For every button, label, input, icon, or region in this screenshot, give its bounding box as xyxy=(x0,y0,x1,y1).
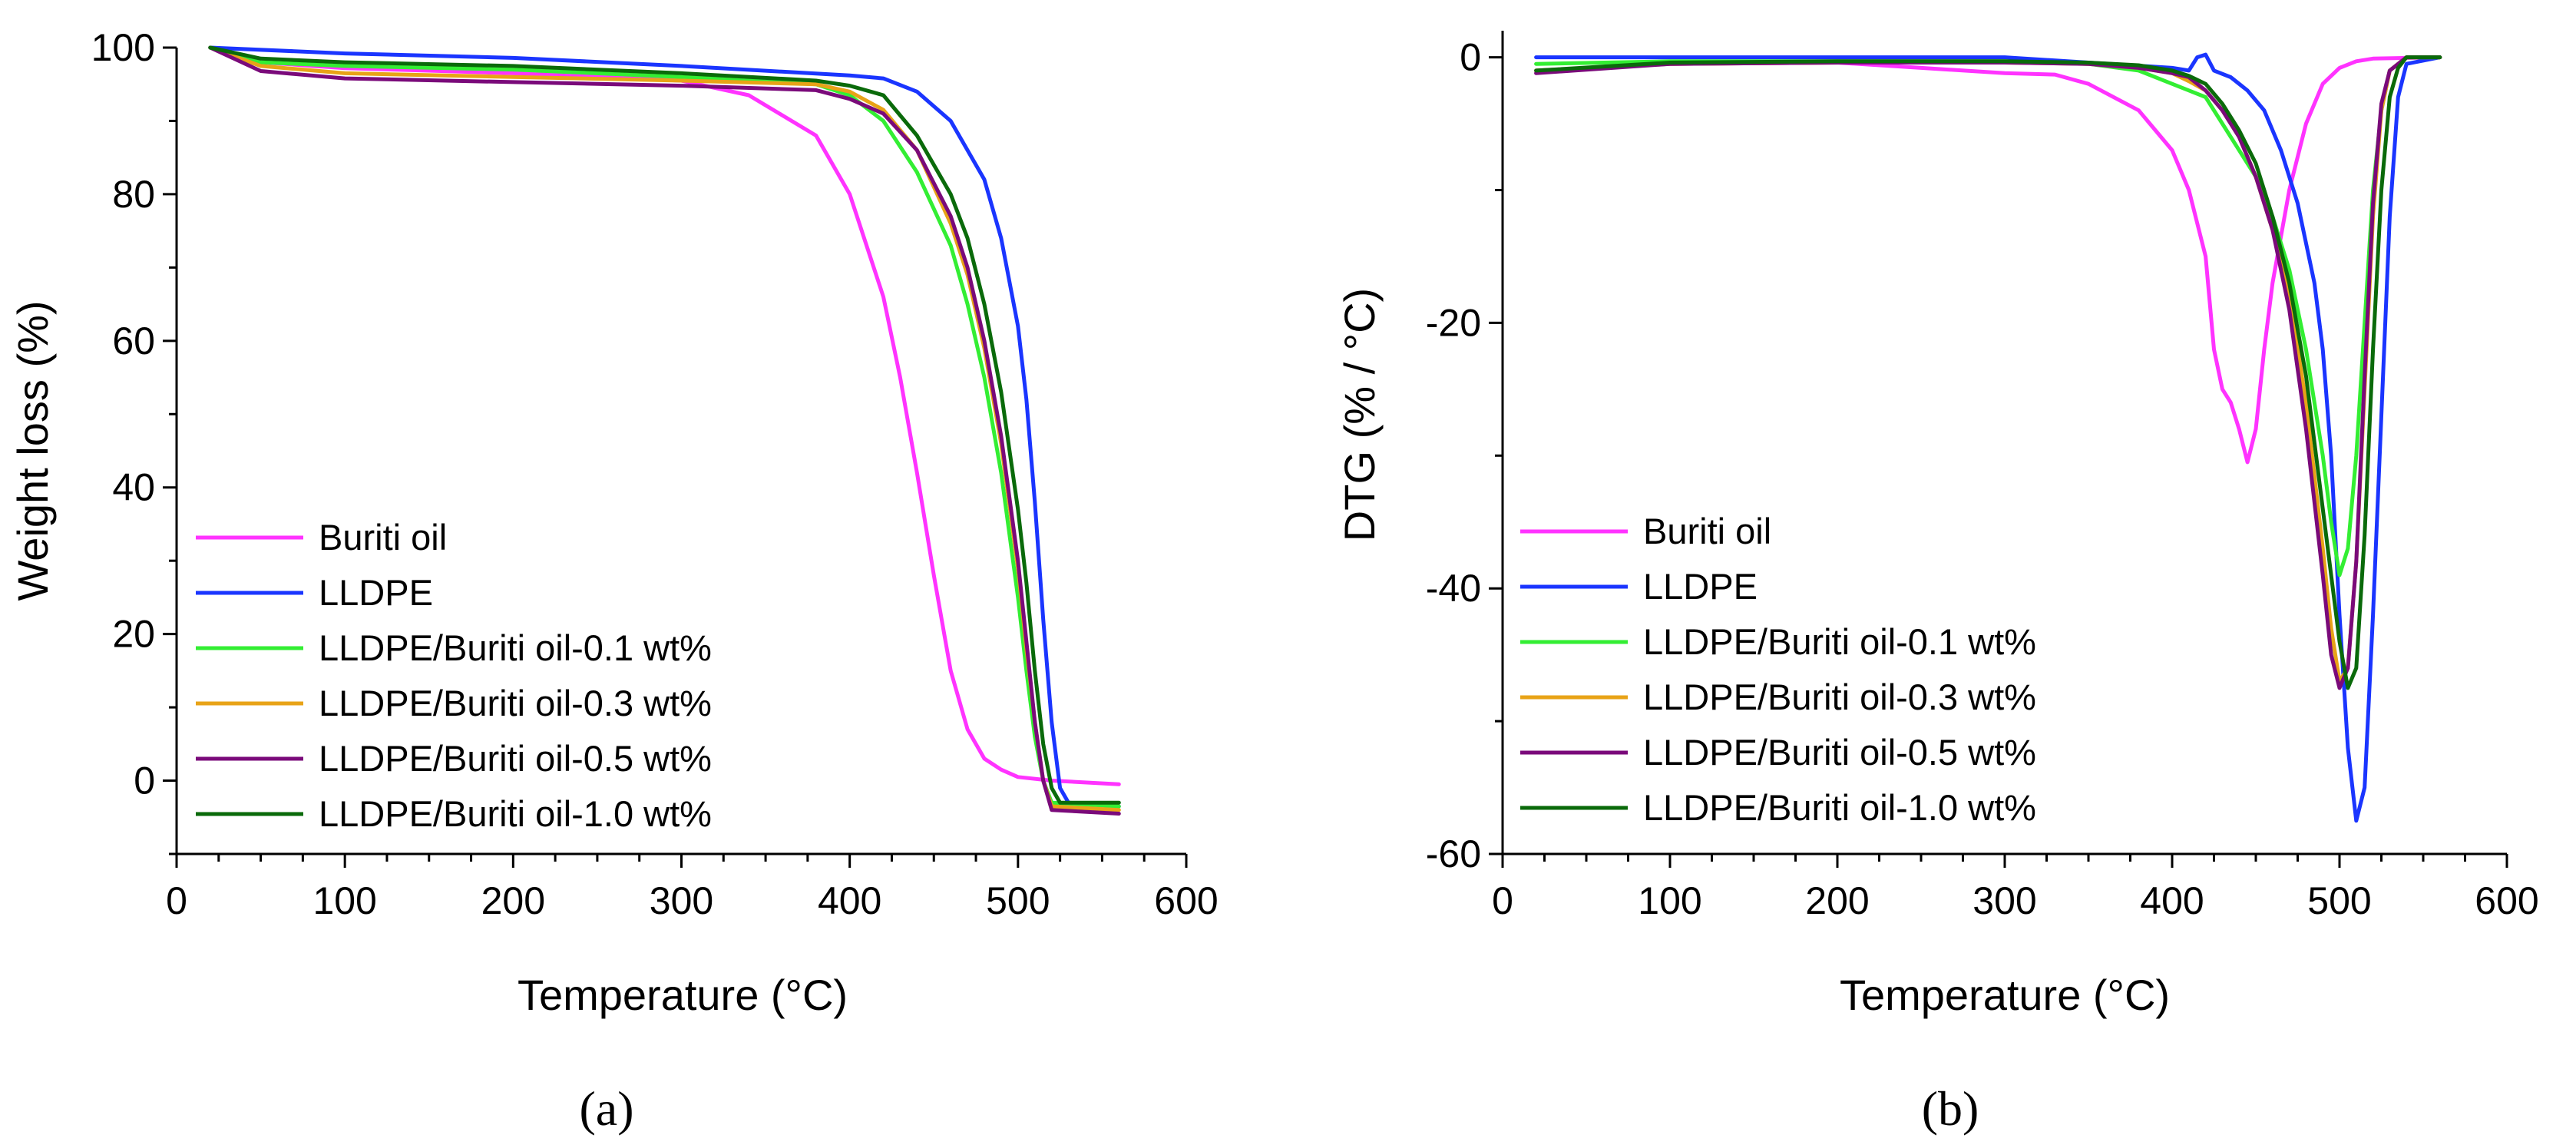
x-tick-label: 0 xyxy=(166,879,187,922)
y-tick-label: 100 xyxy=(91,26,155,69)
panel-b-legend: Buriti oil LLDPE LLDPE/Buriti oil-0.1 wt% L… xyxy=(1520,511,2036,828)
legend-label: LLDPE/Buriti oil-0.5 wt% xyxy=(1643,732,2036,773)
legend-label: LLDPE/Buriti oil-0.3 wt% xyxy=(1643,677,2036,717)
y-tick-label: 0 xyxy=(134,759,155,802)
series-line-3 xyxy=(208,45,1121,809)
panel-b-y-axis-title: DTG (% / °C) xyxy=(1335,288,1384,541)
y-tick-label: 80 xyxy=(112,173,155,216)
legend-label: LLDPE/Buriti oil-1.0 wt% xyxy=(1643,787,2036,828)
x-tick-label: 100 xyxy=(312,879,376,922)
y-tick-label: 40 xyxy=(112,466,155,509)
panel-a-y-axis-title: Weight loss (%) xyxy=(8,300,57,601)
x-tick-label: 200 xyxy=(1805,879,1869,922)
y-tick-label: -40 xyxy=(1426,567,1481,610)
series-line-1 xyxy=(1534,55,2442,465)
legend-label: LLDPE xyxy=(319,572,433,613)
panel-a-ticks: 0 100 200 300 400 500 600 0 20 40 60 80 100 xyxy=(91,26,1219,922)
panel-a-x-axis-title: Temperature (°C) xyxy=(518,971,848,1019)
x-tick-label: 600 xyxy=(2475,879,2538,922)
y-tick-label: 60 xyxy=(112,319,155,362)
series-line-6 xyxy=(1534,55,2442,690)
legend-label: LLDPE/Buriti oil-0.1 wt% xyxy=(1643,621,2036,662)
panel-a-label: (a) xyxy=(579,1081,633,1136)
legend-label: LLDPE/Buriti oil-1.0 wt% xyxy=(319,793,712,834)
panel-b-x-axis-title: Temperature (°C) xyxy=(1840,971,2170,1019)
panel-b-chart: 0 100 200 300 400 500 600 -60 -40 -20 0 Buriti oil… xyxy=(1335,31,2539,1136)
x-tick-label: 0 xyxy=(1492,879,1513,922)
series-line-2 xyxy=(208,45,1121,809)
panel-b-label: (b) xyxy=(1922,1081,1979,1136)
y-tick-label: 0 xyxy=(1460,36,1481,79)
legend-label: Buriti oil xyxy=(1643,511,1771,551)
panel-a-legend: Buriti oil LLDPE LLDPE/Buriti oil-0.1 wt% L… xyxy=(196,517,712,834)
x-tick-label: 300 xyxy=(1973,879,2036,922)
panel-a-series xyxy=(208,45,1121,816)
legend-label: LLDPE/Buriti oil-0.1 wt% xyxy=(319,627,712,668)
series-line-1 xyxy=(208,45,1121,786)
x-tick-label: 200 xyxy=(481,879,545,922)
panel-b-series xyxy=(1534,52,2442,823)
panel-a-chart: 0 100 200 300 400 500 600 0 20 40 60 80 100 Buriti o… xyxy=(8,26,1219,1136)
x-tick-label: 400 xyxy=(818,879,881,922)
x-tick-label: 100 xyxy=(1638,879,1701,922)
x-tick-label: 300 xyxy=(650,879,713,922)
y-tick-label: -60 xyxy=(1426,832,1481,875)
y-tick-label: 20 xyxy=(112,613,155,656)
legend-label: Buriti oil xyxy=(319,517,447,558)
legend-label: LLDPE/Buriti oil-0.3 wt% xyxy=(319,683,712,723)
x-tick-label: 500 xyxy=(986,879,1050,922)
legend-label: LLDPE/Buriti oil-0.5 wt% xyxy=(319,738,712,779)
x-tick-label: 600 xyxy=(1154,879,1218,922)
y-tick-label: -20 xyxy=(1426,301,1481,344)
series-line-6 xyxy=(208,45,1121,805)
series-line-2 xyxy=(1534,52,2442,823)
series-line-5 xyxy=(208,45,1121,816)
x-tick-label: 400 xyxy=(2140,879,2204,922)
x-tick-label: 500 xyxy=(2307,879,2371,922)
legend-label: LLDPE xyxy=(1643,566,1758,607)
panel-b-ticks: 0 100 200 300 400 500 600 -60 -40 -20 0 xyxy=(1426,36,2539,922)
